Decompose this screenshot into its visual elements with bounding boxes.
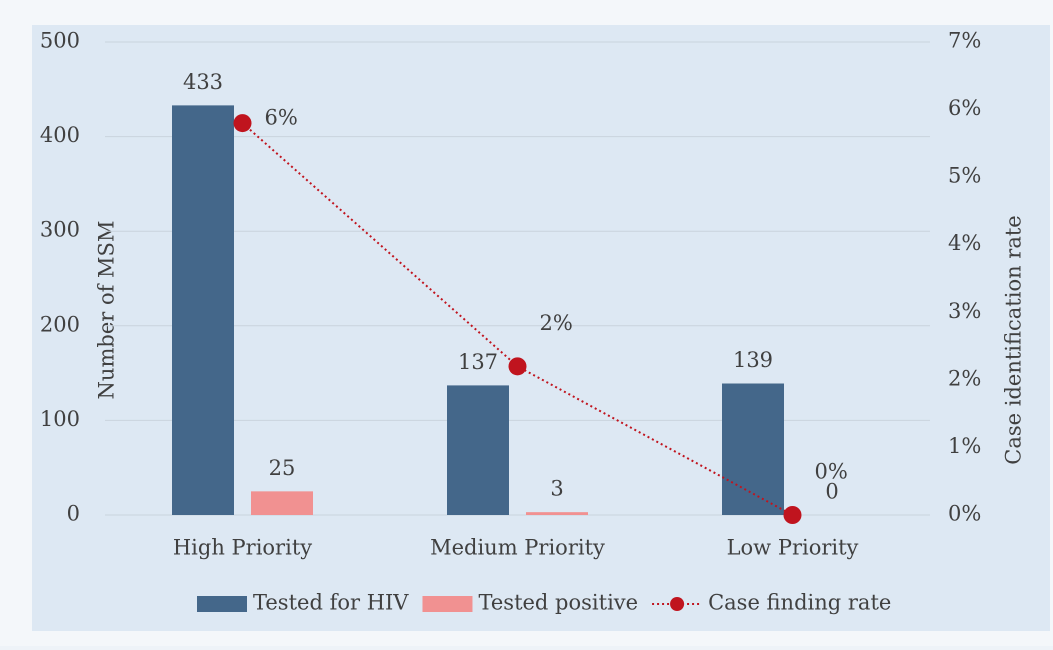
data-label: 137 — [458, 350, 498, 374]
data-label: 0% — [815, 460, 848, 484]
y-tick-label: 500 — [40, 29, 80, 53]
y2-tick-label: 5% — [948, 164, 981, 188]
bar — [526, 512, 588, 515]
y2-tick-label: 2% — [948, 366, 981, 390]
bar — [251, 491, 313, 515]
legend-label: Case finding rate — [708, 591, 891, 615]
legend-label: Tested for HIV — [253, 591, 409, 615]
line-marker — [509, 357, 527, 375]
y2-tick-label: 1% — [948, 434, 981, 458]
y-tick-label: 100 — [40, 407, 80, 431]
legend-label: Tested positive — [478, 591, 638, 615]
y2-tick-label: 0% — [948, 502, 981, 526]
bar — [447, 385, 509, 515]
bar — [722, 384, 784, 515]
x-tick-label: High Priority — [173, 536, 312, 560]
y2-tick-label: 6% — [948, 96, 981, 120]
y-axis-title: Number of MSM — [95, 221, 119, 400]
y2-tick-label: 7% — [948, 29, 981, 53]
legend-symbol — [670, 597, 684, 611]
data-label: 433 — [183, 70, 223, 94]
legend-symbol — [422, 596, 472, 612]
y-tick-label: 200 — [40, 312, 80, 336]
data-label: 139 — [733, 348, 773, 372]
x-tick-label: Low Priority — [727, 536, 859, 560]
y2-tick-label: 4% — [948, 231, 981, 255]
bar — [172, 105, 234, 515]
y-tick-label: 300 — [40, 218, 80, 242]
line-marker — [234, 114, 252, 132]
y-tick-label: 0 — [67, 502, 80, 526]
data-label: 25 — [269, 456, 296, 480]
x-tick-label: Medium Priority — [430, 536, 605, 560]
data-label: 3 — [550, 477, 563, 501]
legend-symbol — [197, 596, 247, 612]
data-label: 6% — [265, 106, 298, 130]
data-label: 2% — [540, 311, 573, 335]
y2-axis-title: Case identification rate — [1002, 215, 1026, 464]
line-marker — [784, 506, 802, 524]
y-tick-label: 400 — [40, 123, 80, 147]
y2-tick-label: 3% — [948, 299, 981, 323]
